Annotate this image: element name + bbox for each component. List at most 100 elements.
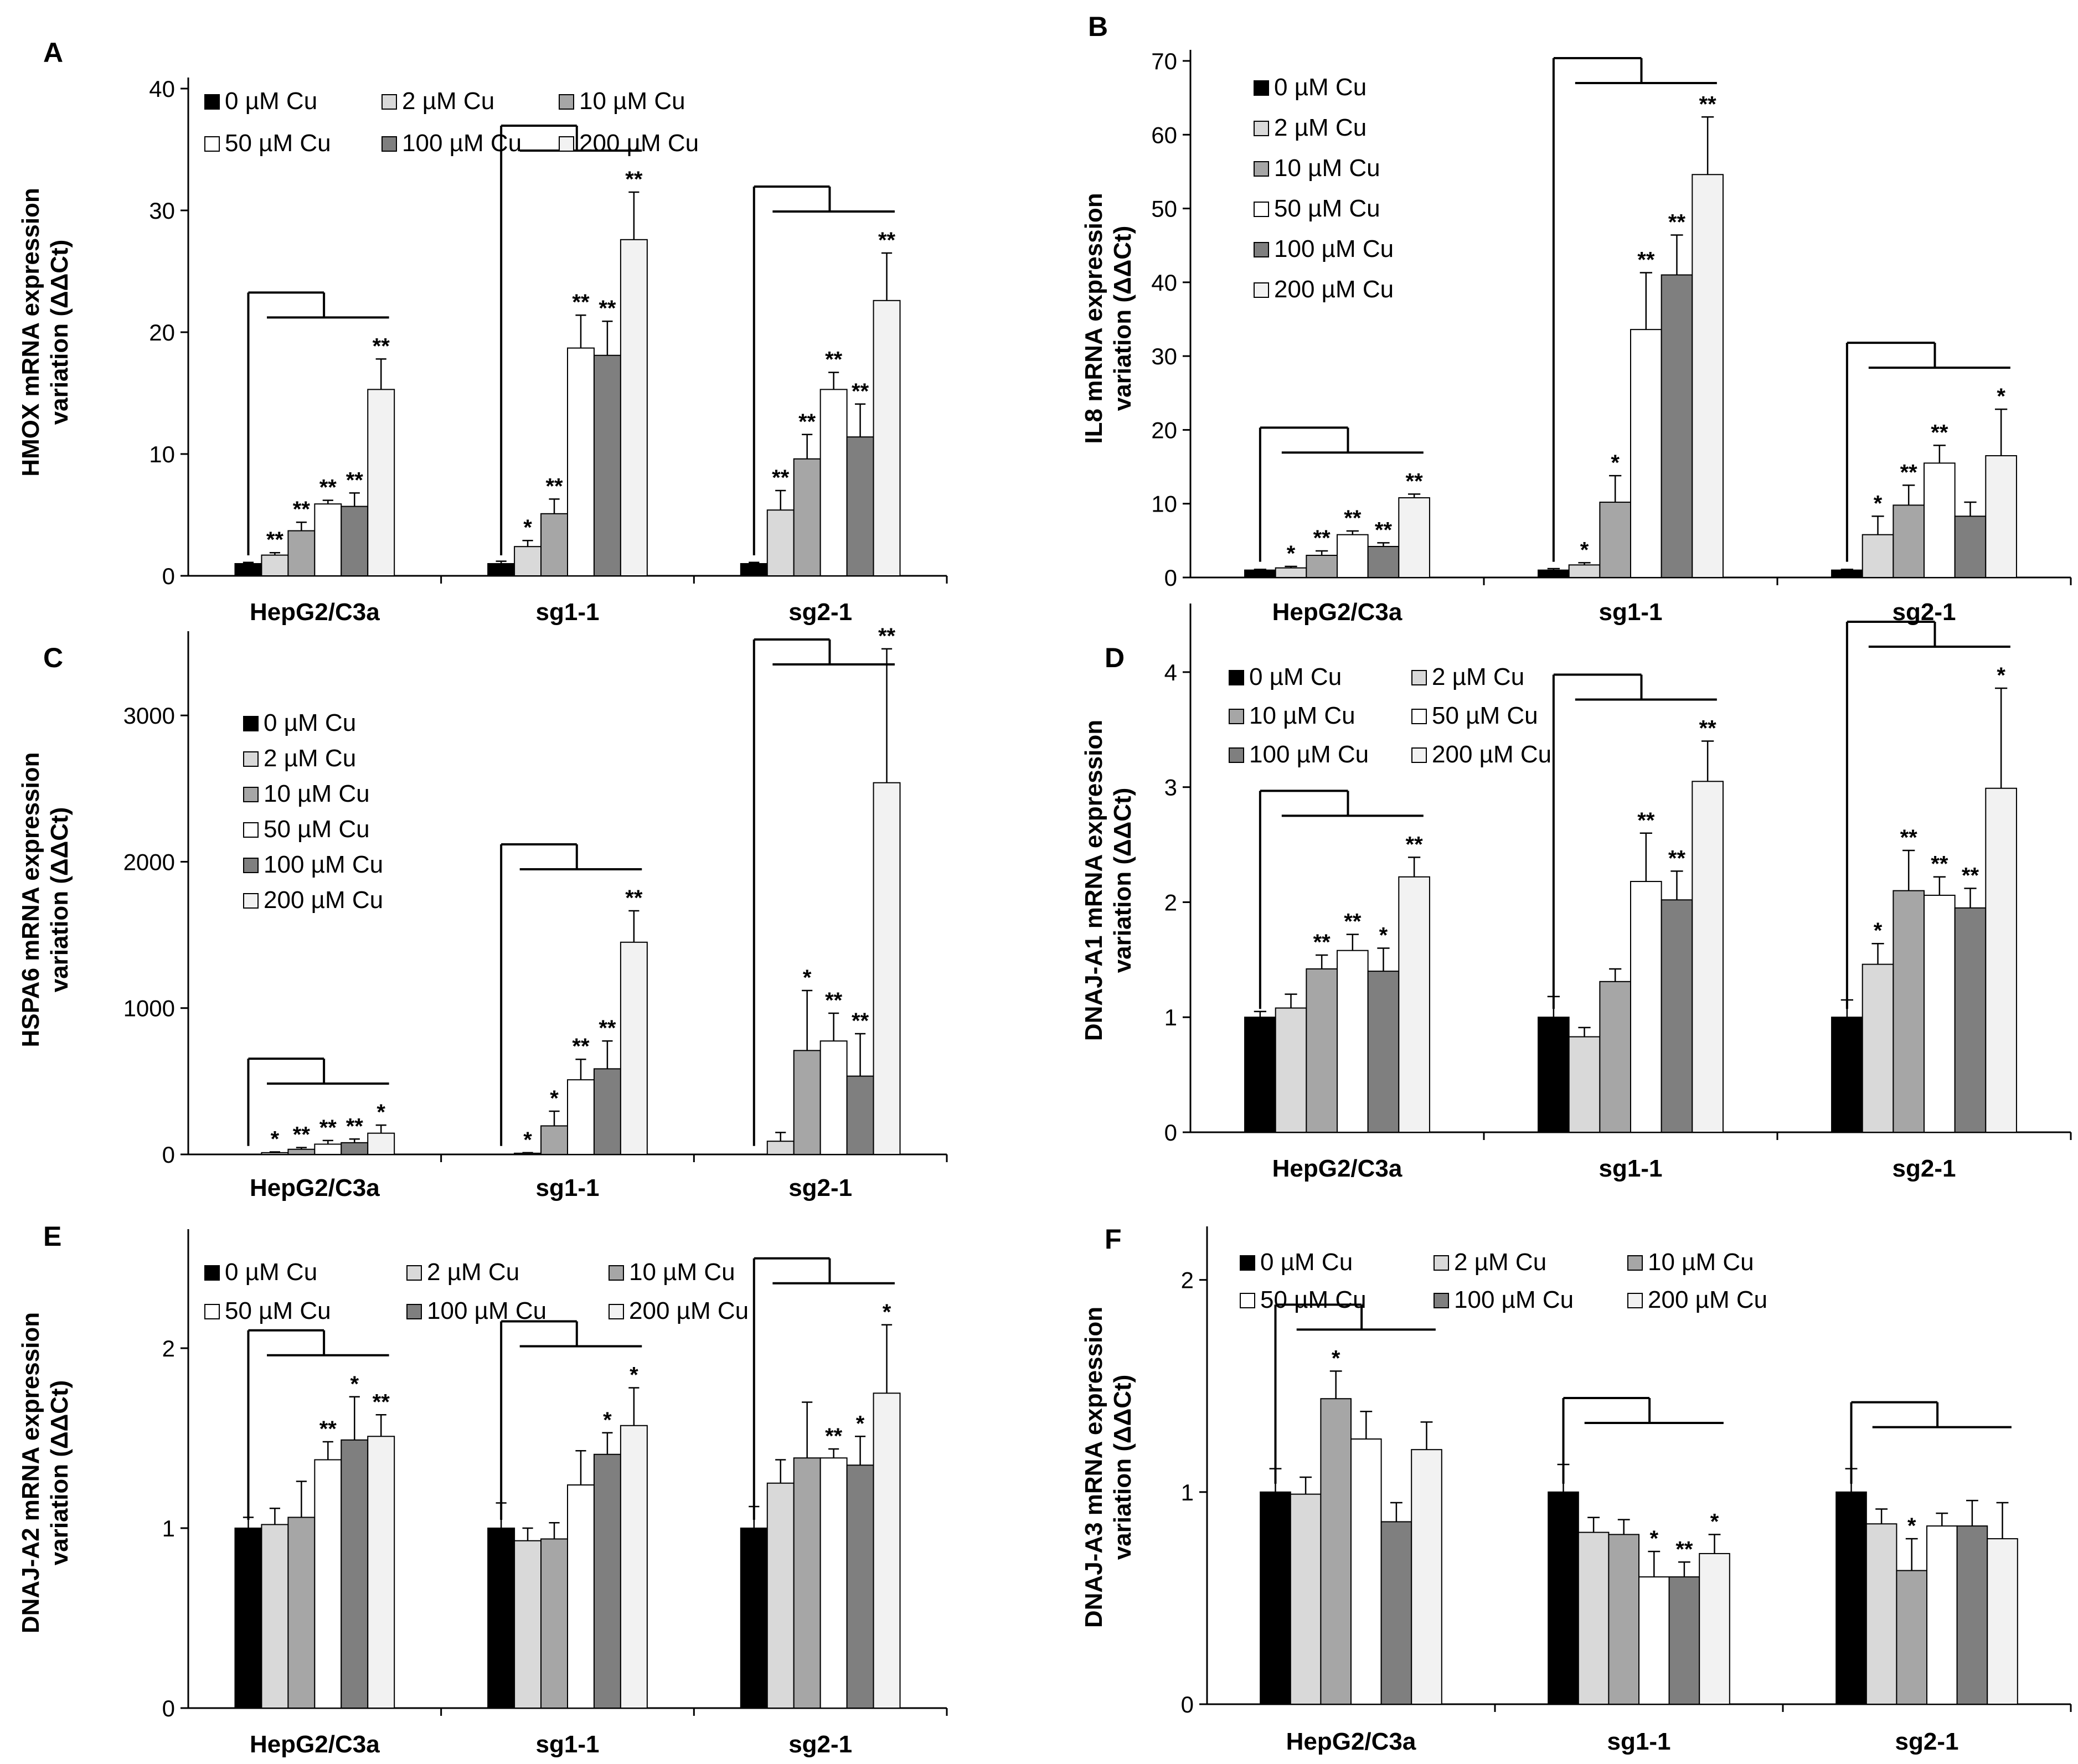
bar: [793, 1050, 821, 1156]
y-tick-label: 0: [1164, 1120, 1177, 1146]
bar: [234, 563, 262, 576]
bar: [567, 1484, 595, 1709]
legend-label: 2 µM Cu: [427, 1258, 519, 1286]
significance-label: **: [878, 624, 896, 648]
bar: [1985, 455, 2017, 578]
bar: [1835, 1491, 1867, 1705]
bar: [1668, 1576, 1700, 1705]
significance-label: **: [1699, 92, 1717, 116]
bar: [1862, 534, 1894, 578]
y-axis-title: HMOX mRNA expression variation (ΔΔCt): [17, 188, 73, 477]
legend-swatch: [204, 94, 220, 110]
y-tick-label: 0: [1164, 565, 1177, 591]
significance-label: **: [1675, 1537, 1693, 1561]
legend-label: 50 µM Cu: [264, 816, 370, 843]
y-tick-label: 0: [162, 563, 175, 589]
bar: [1924, 462, 1956, 579]
bar: [234, 1528, 262, 1709]
y-axis-title: IL8 mRNA expression variation (ΔΔCt): [1080, 193, 1136, 443]
significance-label: *: [1710, 1509, 1719, 1534]
legend-swatch: [243, 716, 259, 731]
legend-label: 0 µM Cu: [225, 87, 317, 115]
y-tick-label: 1: [1181, 1479, 1194, 1505]
significance-label: *: [1874, 491, 1883, 515]
legend-swatch: [1254, 242, 1269, 257]
bar: [620, 941, 648, 1156]
bar: [540, 1125, 568, 1155]
bar: [367, 389, 395, 577]
significance-label: **: [346, 1114, 364, 1138]
bar: [1548, 1491, 1579, 1705]
y-axis-title-line: DNAJ-A1 mRNA expression: [1080, 720, 1107, 1041]
significance-label: **: [852, 379, 869, 404]
y-tick-label: 2: [1164, 889, 1177, 915]
bar: [793, 1457, 821, 1709]
y-tick-label: 2000: [123, 849, 175, 875]
bar: [819, 1040, 848, 1156]
legend-swatch: [381, 136, 397, 152]
bar: [593, 1453, 621, 1709]
significance-label: **: [1931, 420, 1948, 445]
legend-label: 2 µM Cu: [1274, 114, 1367, 141]
significance-bracket: [1845, 342, 2010, 562]
legend-swatch: [1229, 670, 1244, 685]
y-tick-label: 3: [1164, 775, 1177, 801]
legend-swatch: [1229, 747, 1244, 763]
significance-bracket: [1552, 57, 1717, 562]
significance-label: **: [825, 988, 843, 1013]
bar: [873, 1392, 901, 1709]
legend-label: 10 µM Cu: [1648, 1249, 1754, 1276]
bar: [793, 458, 821, 576]
significance-label: **: [599, 1016, 616, 1040]
x-category-label: HepG2/C3a: [1272, 1155, 1402, 1182]
bar: [341, 1142, 369, 1156]
y-axis-title-line: variation (ΔΔCt): [46, 1380, 73, 1566]
significance-label: **: [1931, 852, 1948, 876]
significance-label: **: [572, 1034, 590, 1059]
significance-label: *: [803, 966, 812, 990]
bar: [367, 1436, 395, 1709]
bar: [314, 503, 342, 577]
legend-label: 10 µM Cu: [579, 87, 685, 115]
y-tick-label: 10: [149, 441, 175, 467]
bar: [1260, 1491, 1291, 1705]
legend-swatch: [243, 751, 259, 767]
bar: [1538, 569, 1570, 578]
bar: [1954, 907, 1987, 1133]
bar: [1893, 504, 1925, 578]
significance-label: **: [878, 228, 896, 252]
bar: [1661, 274, 1693, 578]
significance-bracket: [247, 291, 389, 555]
bar: [846, 436, 874, 577]
x-category-label: HepG2/C3a: [1286, 1728, 1416, 1755]
bar: [1306, 555, 1338, 578]
significance-bracket: [752, 185, 895, 555]
chart-panel-d: D DNAJ-A1 mRNA expression variation (ΔΔCt)…: [1080, 604, 2072, 1182]
significance-label: *: [603, 1408, 612, 1432]
bar: [1638, 1576, 1670, 1705]
bar: [1896, 1570, 1927, 1705]
significance-label: **: [293, 1123, 311, 1147]
significance-label: **: [599, 296, 616, 321]
significance-label: **: [1962, 864, 1979, 888]
x-category-label: sg1-1: [1607, 1728, 1671, 1755]
legend: 0 µM Cu 2 µM Cu 10 µM Cu 50 µM Cu 100 µM Cu 2…: [1229, 663, 1551, 768]
y-axis-title-line: variation (ΔΔCt): [1109, 1375, 1136, 1560]
y-axis-title-line: IL8 mRNA expression: [1080, 193, 1107, 443]
significance-label: **: [625, 886, 643, 910]
legend-label: 2 µM Cu: [402, 87, 494, 115]
bar: [1599, 981, 1632, 1133]
x-category-label: HepG2/C3a: [250, 1174, 380, 1201]
y-axis-title-line: HMOX mRNA expression: [17, 188, 44, 477]
y-tick-label: 4: [1164, 659, 1177, 685]
x-category-label: sg1-1: [536, 1174, 600, 1201]
legend-label: 10 µM Cu: [629, 1258, 735, 1286]
bar: [1306, 968, 1338, 1133]
bar: [567, 347, 595, 576]
y-tick-label: 2: [1181, 1267, 1194, 1293]
bar: [1865, 1523, 1897, 1705]
legend-label: 100 µM Cu: [264, 851, 383, 878]
x-category-label: HepG2/C3a: [1272, 599, 1402, 626]
bar: [819, 1457, 848, 1709]
